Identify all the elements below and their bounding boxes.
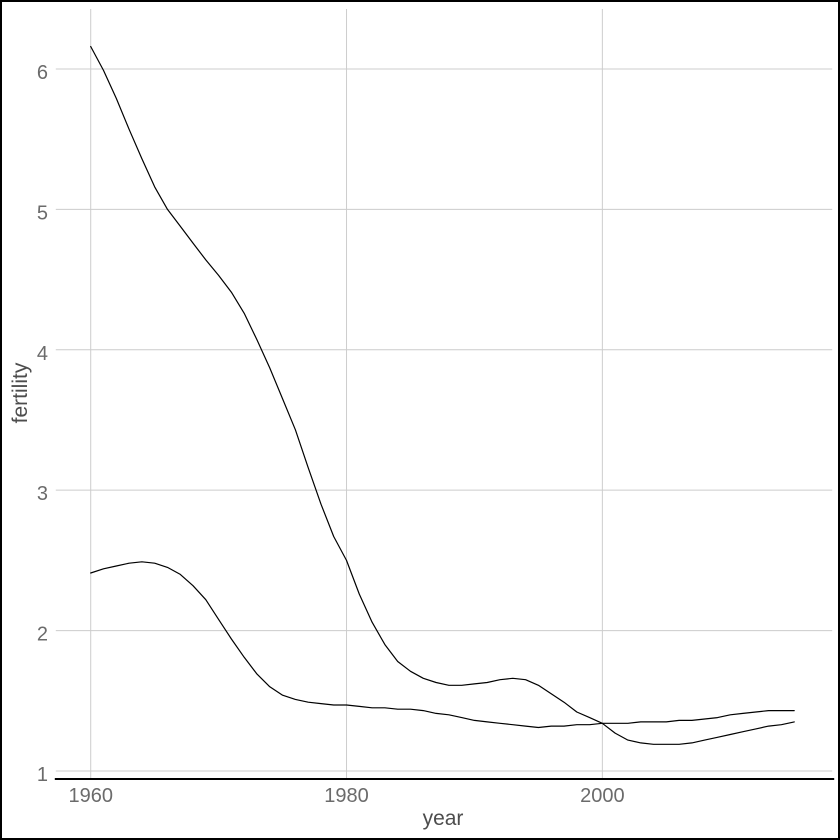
y-tick-label: 4 xyxy=(37,343,48,365)
data-line-1 xyxy=(90,45,795,745)
x-tick-label: 1980 xyxy=(324,785,369,807)
y-tick-label: 2 xyxy=(37,624,48,646)
x-tick-label: 1960 xyxy=(68,785,113,807)
data-line-2 xyxy=(90,561,795,729)
y-tick-label: 6 xyxy=(37,62,48,84)
y-tick-label: 5 xyxy=(37,202,48,224)
y-tick-label: 3 xyxy=(37,483,48,505)
tick-labels: 1 2 3 4 5 6 1960 1980 2000 xyxy=(37,62,625,807)
data-lines xyxy=(90,45,795,745)
y-tick-label: 1 xyxy=(37,764,48,786)
x-axis-title: year xyxy=(423,807,464,830)
x-tick-label: 2000 xyxy=(580,785,625,807)
y-axis-title: fertility xyxy=(9,362,32,423)
grid-lines xyxy=(55,9,833,779)
